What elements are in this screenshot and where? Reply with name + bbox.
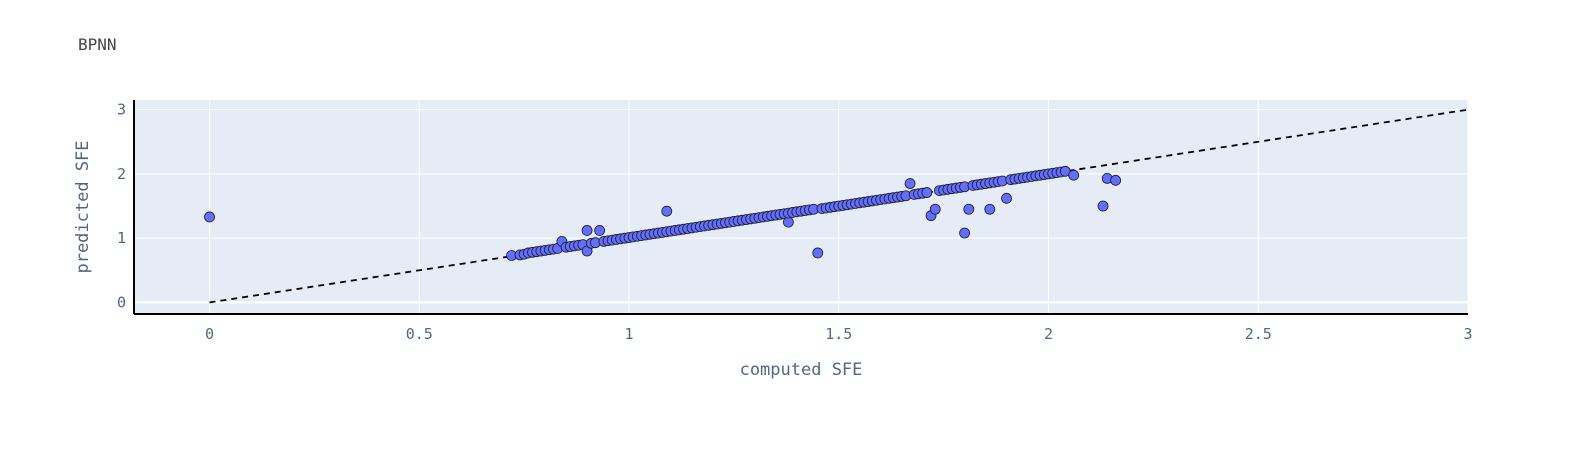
data-point [1001, 192, 1012, 204]
y-tick-label: 2 [117, 165, 126, 183]
data-point [1068, 169, 1080, 181]
axes [133, 100, 1468, 315]
data-point [929, 203, 941, 215]
x-axis-title: computed SFE [740, 360, 863, 380]
data-point [581, 225, 593, 236]
data-point [1097, 200, 1109, 212]
data-point [661, 205, 673, 217]
data-points [204, 165, 1122, 261]
data-point [959, 227, 971, 239]
data-point [904, 178, 916, 189]
data-point [963, 203, 975, 215]
data-point [812, 247, 824, 259]
chart-title: BPNN [78, 35, 117, 54]
data-point [783, 216, 794, 228]
y-tick-label: 3 [117, 101, 126, 119]
x-tick-label: 2.5 [1245, 325, 1272, 343]
data-point [594, 225, 606, 236]
data-point [921, 187, 933, 198]
data-point [204, 211, 215, 223]
gridlines [134, 100, 1469, 314]
data-point [984, 203, 996, 215]
x-tick-label: 0.5 [406, 325, 433, 343]
y-tick-label: 1 [117, 229, 126, 247]
y-tick-label: 0 [117, 293, 126, 311]
x-tick-label: 1.5 [825, 325, 852, 343]
reference-line-group [209, 108, 1469, 304]
x-tick-label: 2 [1044, 325, 1053, 343]
tick-labels: 0 0.5 1 1.5 2 2.5 3 0 1 2 3 [117, 101, 1473, 343]
data-point [1110, 174, 1122, 186]
reference-line [209, 108, 1469, 304]
x-tick-label: 3 [1463, 325, 1472, 343]
y-axis-title: predicted SFE [73, 140, 93, 273]
x-tick-label: 0 [205, 325, 214, 343]
x-tick-label: 1 [624, 325, 633, 343]
